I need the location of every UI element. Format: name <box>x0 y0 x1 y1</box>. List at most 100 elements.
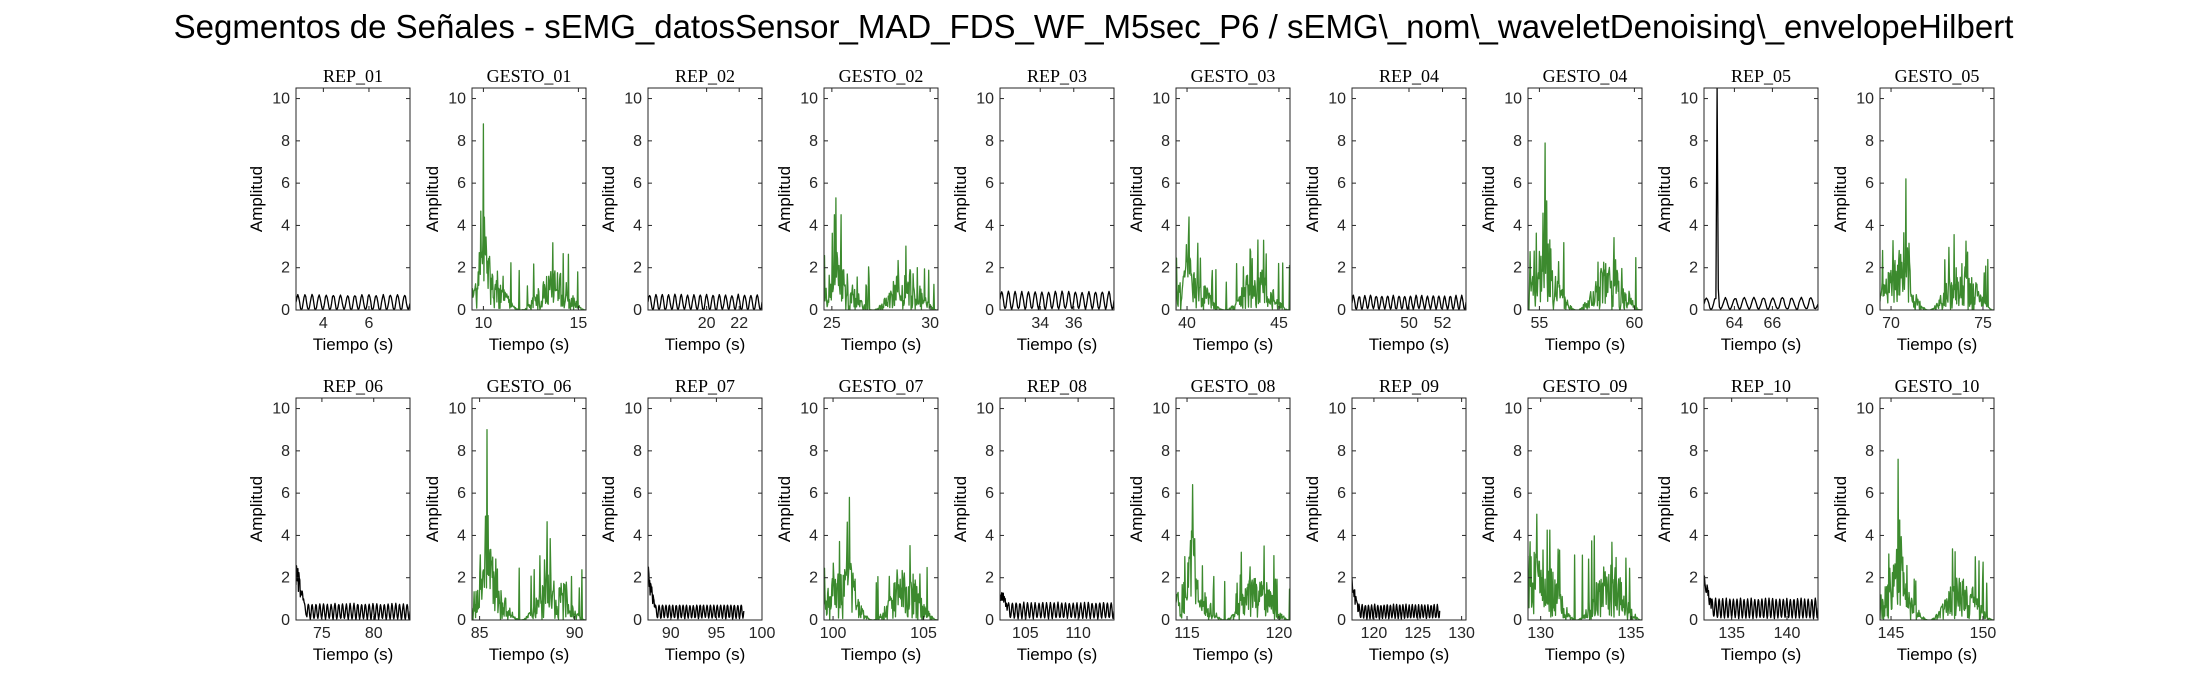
y-tick-label: 2 <box>1689 260 1698 277</box>
x-tick-label: 55 <box>1531 315 1549 332</box>
y-tick-label: 4 <box>457 217 466 234</box>
subplot-title: REP_08 <box>1027 376 1087 396</box>
x-tick-label: 130 <box>1527 625 1554 642</box>
axes-box <box>1351 397 1467 621</box>
subplot-gesto-01: 0 2 4 6 8 10 10 15 GESTO_01 Tiempo (s) Amplitud <box>423 66 587 354</box>
subplot-rep-09: 0 2 4 6 8 10 120 125 130 REP_09 Tiempo (s) Amplitud <box>1303 376 1475 664</box>
y-tick-label: 4 <box>985 217 994 234</box>
y-tick-label: 0 <box>281 302 290 319</box>
x-axis-label: Tiempo (s) <box>665 645 746 664</box>
x-tick-label: 25 <box>823 315 841 332</box>
y-tick-label: 0 <box>985 612 994 629</box>
x-tick-label: 70 <box>1882 315 1900 332</box>
series-line <box>472 429 586 620</box>
x-tick-label: 52 <box>1434 315 1452 332</box>
y-tick-label: 6 <box>633 175 642 192</box>
y-tick-label: 10 <box>976 91 994 108</box>
x-axis-label: Tiempo (s) <box>1721 335 1802 354</box>
x-tick-label: 150 <box>1970 625 1997 642</box>
x-tick-label: 130 <box>1448 625 1475 642</box>
axes-box <box>999 397 1115 621</box>
y-tick-label: 0 <box>1865 302 1874 319</box>
y-tick-label: 6 <box>457 485 466 502</box>
y-tick-label: 0 <box>1161 302 1170 319</box>
x-tick-label: 64 <box>1726 315 1744 332</box>
x-tick-label: 85 <box>471 625 489 642</box>
x-tick-label: 75 <box>1974 315 1992 332</box>
y-tick-label: 8 <box>1513 443 1522 460</box>
y-axis-label: Amplitud <box>1655 166 1674 232</box>
axes-box <box>1527 397 1643 621</box>
x-axis-label: Tiempo (s) <box>1193 645 1274 664</box>
x-tick-label: 45 <box>1270 315 1288 332</box>
series-line <box>1352 577 1441 620</box>
y-tick-label: 0 <box>281 612 290 629</box>
y-tick-label: 2 <box>1161 570 1170 587</box>
y-tick-label: 10 <box>800 91 818 108</box>
subplot-gesto-10: 0 2 4 6 8 10 145 150 GESTO_10 Tiempo (s) Amplitud <box>1831 376 1996 664</box>
y-tick-label: 6 <box>809 175 818 192</box>
y-tick-label: 2 <box>1337 260 1346 277</box>
y-tick-label: 4 <box>1161 527 1170 544</box>
subplot-gesto-05: 0 2 4 6 8 10 70 75 GESTO_05 Tiempo (s) Amplitud <box>1831 66 1995 354</box>
y-tick-label: 2 <box>809 570 818 587</box>
y-tick-label: 8 <box>281 443 290 460</box>
y-tick-label: 0 <box>1513 612 1522 629</box>
x-axis-label: Tiempo (s) <box>1897 335 1978 354</box>
figure-title: Segmentos de Señales - sEMG_datosSensor_… <box>173 8 2014 45</box>
y-tick-label: 2 <box>985 260 994 277</box>
x-tick-label: 66 <box>1764 315 1782 332</box>
x-tick-label: 90 <box>662 625 680 642</box>
x-tick-label: 120 <box>1361 625 1388 642</box>
subplot-title: REP_07 <box>675 376 735 396</box>
y-axis-label: Amplitud <box>599 166 618 232</box>
subplot-title: GESTO_06 <box>487 376 572 396</box>
x-axis-label: Tiempo (s) <box>313 645 394 664</box>
y-tick-label: 0 <box>1865 612 1874 629</box>
x-tick-label: 120 <box>1266 625 1293 642</box>
axes-box <box>295 397 411 621</box>
y-tick-label: 6 <box>457 175 466 192</box>
y-tick-label: 4 <box>1689 527 1698 544</box>
y-tick-label: 8 <box>1865 133 1874 150</box>
y-tick-label: 6 <box>985 175 994 192</box>
y-axis-label: Amplitud <box>247 166 266 232</box>
y-axis-label: Amplitud <box>775 166 794 232</box>
y-tick-label: 6 <box>1337 485 1346 502</box>
y-tick-label: 6 <box>1865 175 1874 192</box>
y-tick-label: 6 <box>1513 485 1522 502</box>
y-tick-label: 10 <box>800 401 818 418</box>
y-axis-label: Amplitud <box>951 476 970 542</box>
subplot-title: REP_02 <box>675 66 735 86</box>
x-tick-label: 40 <box>1178 315 1196 332</box>
y-axis-label: Amplitud <box>951 166 970 232</box>
y-tick-label: 10 <box>448 91 466 108</box>
y-tick-label: 6 <box>1161 175 1170 192</box>
y-tick-label: 0 <box>633 612 642 629</box>
series-line <box>1000 290 1114 310</box>
y-tick-label: 4 <box>1513 527 1522 544</box>
x-tick-label: 50 <box>1400 315 1418 332</box>
y-tick-label: 2 <box>1161 260 1170 277</box>
series-line <box>472 123 586 310</box>
y-tick-label: 8 <box>1161 443 1170 460</box>
y-tick-label: 4 <box>809 217 818 234</box>
subplot-rep-06: 0 2 4 6 8 10 75 80 REP_06 Tiempo (s) Amplitud <box>247 376 411 664</box>
y-tick-label: 2 <box>1337 570 1346 587</box>
x-axis-label: Tiempo (s) <box>1721 645 1802 664</box>
x-tick-label: 95 <box>708 625 726 642</box>
y-tick-label: 10 <box>448 401 466 418</box>
y-axis-label: Amplitud <box>599 476 618 542</box>
y-tick-label: 0 <box>457 302 466 319</box>
x-axis-label: Tiempo (s) <box>313 335 394 354</box>
y-axis-label: Amplitud <box>1127 166 1146 232</box>
x-tick-label: 105 <box>1012 625 1039 642</box>
y-tick-label: 6 <box>1689 485 1698 502</box>
x-tick-label: 34 <box>1031 315 1049 332</box>
y-tick-label: 2 <box>281 570 290 587</box>
subplot-title: GESTO_01 <box>487 66 572 86</box>
y-tick-label: 10 <box>1152 91 1170 108</box>
subplot-gesto-03: 0 2 4 6 8 10 40 45 GESTO_03 Tiempo (s) Amplitud <box>1127 66 1291 354</box>
subplot-title: GESTO_02 <box>839 66 924 86</box>
